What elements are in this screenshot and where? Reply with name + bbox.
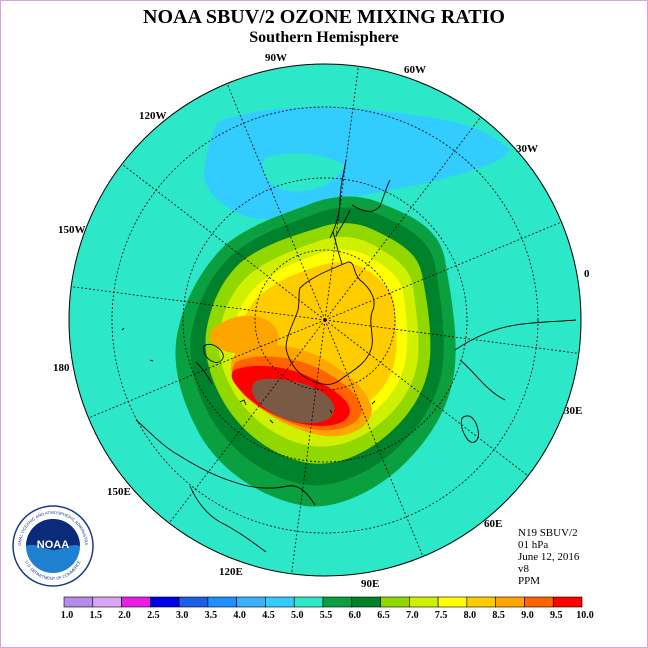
antarctic-peninsula	[332, 209, 351, 265]
meridian-line	[291, 319, 326, 574]
color-bar-tick-label: 1.0	[60, 610, 74, 621]
graticule	[71, 66, 579, 574]
meridian-line	[324, 319, 529, 477]
lon-label-0: 0	[584, 268, 590, 280]
meridians	[71, 66, 579, 574]
madagascar-coast	[460, 415, 479, 443]
latitude-circle-1	[254, 249, 396, 391]
instrument-label: N19 SBUV/2	[518, 527, 578, 539]
lon-label-120w: 120W	[139, 110, 167, 122]
color-bar-tick-label: 3.5	[204, 610, 218, 621]
low-ozone-band-notch	[262, 153, 345, 192]
lon-label-150w: 150W	[58, 224, 86, 236]
meridian-line	[168, 319, 326, 524]
version-label: v8	[518, 563, 529, 575]
color-bar-tick-label: 7.5	[434, 610, 448, 621]
color-bar-tick-label: 9.0	[521, 610, 534, 621]
meridian-line	[88, 319, 326, 419]
color-bar-tick-label: 2.5	[147, 610, 160, 621]
meridian-line	[324, 319, 424, 557]
south-america-coast	[329, 159, 391, 239]
color-bar-tick-label: 3.0	[175, 610, 189, 621]
meridian-line	[324, 66, 359, 321]
map-border	[68, 63, 582, 577]
meridian-line	[226, 83, 326, 321]
pressure-level-label: 01 hPa	[518, 539, 549, 551]
meridian-line	[324, 116, 482, 321]
low-ozone-band	[204, 107, 510, 220]
units-label: PPM	[518, 575, 541, 587]
africa-coast	[454, 319, 577, 401]
color-bar-tick-label: 5.0	[290, 610, 304, 621]
lon-label-60e: 60E	[484, 518, 503, 530]
lon-label-150e: 150E	[107, 486, 131, 498]
color-bar-tick-label: 8.0	[463, 610, 477, 621]
color-bar-tick-label: 10.0	[576, 610, 594, 621]
color-bar-tick-label: 2.0	[118, 610, 131, 621]
contour-10-0	[252, 378, 335, 424]
color-bar-tick-label: 9.5	[549, 610, 563, 621]
new-zealand-coast	[195, 343, 224, 385]
antarctica-coast	[285, 261, 375, 385]
australia-coast	[135, 419, 316, 553]
latitude-circle-2	[182, 177, 468, 463]
meridian-line	[121, 163, 326, 321]
lon-label-30w: 30W	[516, 143, 538, 155]
lon-label-90w: 90W	[265, 52, 287, 64]
meridian-line	[324, 221, 562, 321]
info-block: N19 SBUV/2 01 hPa June 12, 2016 v8 PPM	[518, 527, 579, 587]
date-label: June 12, 2016	[518, 551, 580, 563]
noaa-logo: NOAA NATIONAL OCEANIC AND ATMOSPHERIC AD…	[11, 504, 94, 587]
lon-label-180: 180	[53, 362, 70, 374]
color-bar-tick-label: 1.5	[89, 610, 103, 621]
latitude-circle-3	[111, 106, 539, 534]
meridian-line	[324, 319, 579, 354]
color-bar-tick-label: 5.5	[319, 610, 333, 621]
lon-label-60w: 60W	[404, 64, 426, 76]
color-bar-tick-label: 4.5	[262, 610, 275, 621]
color-bar-tick-label: 6.5	[377, 610, 390, 621]
map-title: NOAA SBUV/2 OZONE MIXING RATIO	[143, 6, 505, 28]
coastlines	[121, 159, 577, 553]
color-bar-tick-label: 7.0	[406, 610, 419, 621]
color-bar-tick-label: 6.0	[348, 610, 362, 621]
lon-label-120e: 120E	[219, 566, 243, 578]
islands	[121, 327, 376, 424]
logo-noaa-text: NOAA	[37, 539, 69, 551]
lon-label-30e: 30E	[564, 405, 583, 417]
color-bar-tick-label: 8.5	[492, 610, 505, 621]
meridian-line	[71, 286, 326, 321]
lon-label-90e: 90E	[361, 578, 380, 590]
color-bar-tick-label: 4.0	[233, 610, 246, 621]
map-subtitle: Southern Hemisphere	[249, 29, 399, 46]
